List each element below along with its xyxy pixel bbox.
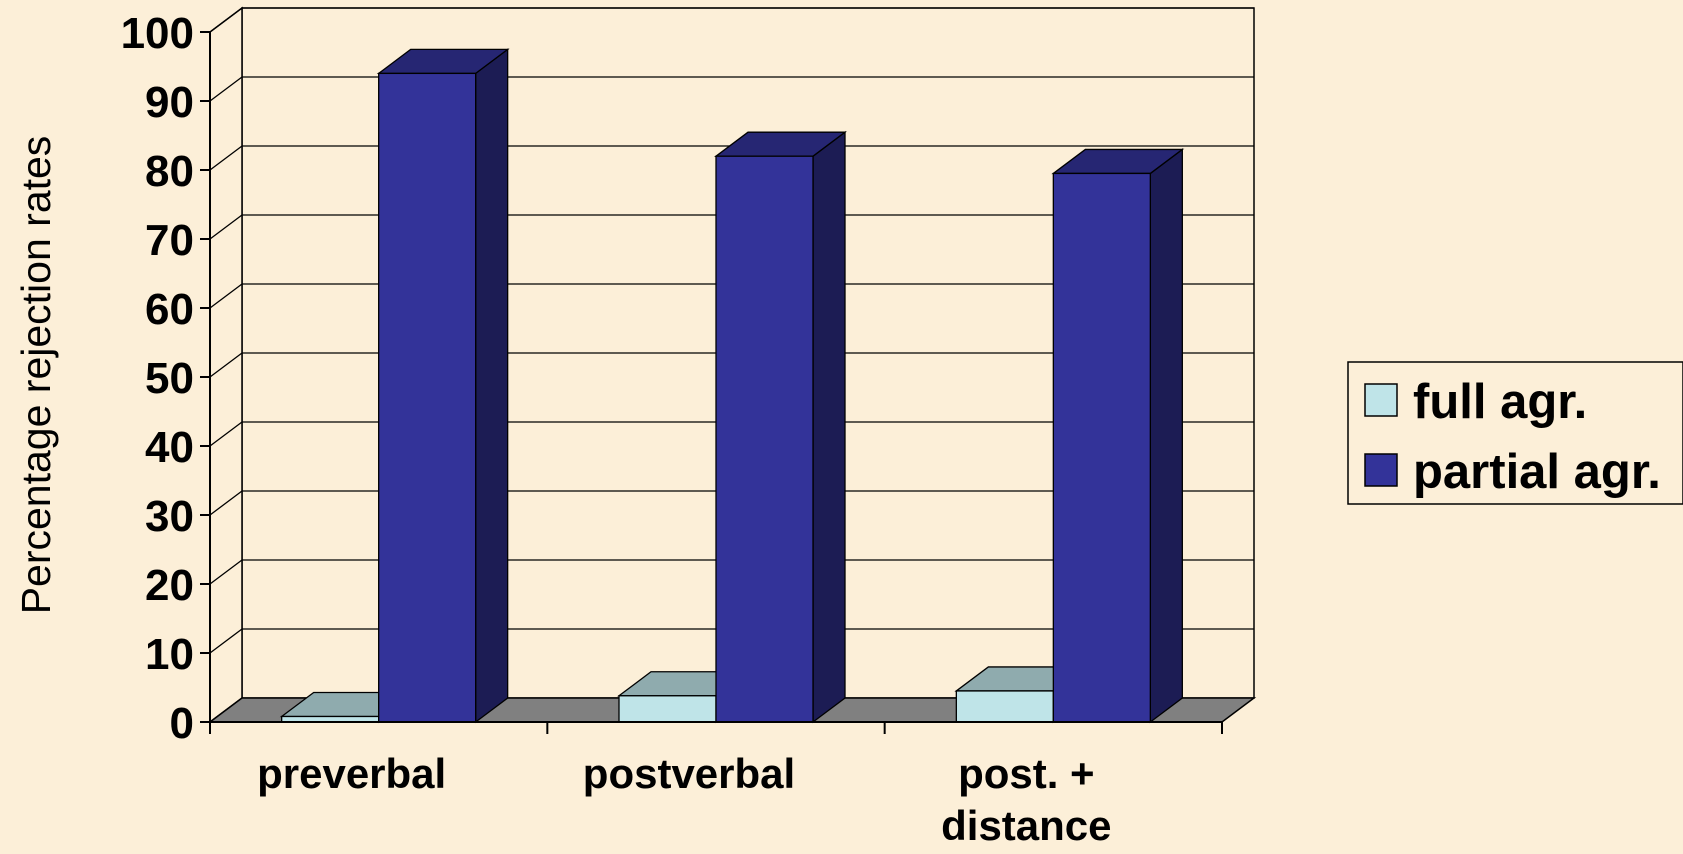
x-tick-label: preverbal — [257, 750, 446, 797]
legend-swatch — [1364, 383, 1398, 417]
y-tick-labels: 0 10 20 30 40 50 60 70 80 90 100 — [121, 9, 194, 748]
x-tick-label-line: distance — [941, 802, 1111, 849]
gridline — [209, 421, 1254, 447]
y-tick-label: 70 — [145, 216, 194, 265]
axes — [200, 31, 1223, 734]
gridline — [209, 628, 1254, 654]
gridline — [209, 352, 1254, 378]
y-tick-label: 100 — [121, 9, 194, 58]
legend: full agr. partial agr. — [1347, 361, 1683, 505]
legend-swatch — [1364, 453, 1398, 487]
y-tick-label: 40 — [145, 423, 194, 472]
legend-label: partial agr. — [1413, 445, 1661, 499]
bar-side — [812, 130, 846, 724]
bar-front — [378, 72, 477, 723]
bar-front — [715, 155, 814, 723]
bars — [279, 48, 1185, 724]
bar-front — [618, 695, 717, 723]
x-tick-label: postverbal — [583, 750, 795, 797]
bar-front — [1052, 172, 1151, 723]
y-tick-label: 10 — [145, 630, 194, 679]
gridline — [209, 214, 1254, 240]
x-tick-label-line: preverbal — [257, 750, 446, 797]
x-tick-labels: preverbal postverbal post. + distance — [257, 750, 1111, 849]
gridline — [209, 490, 1254, 516]
gridline — [209, 283, 1254, 309]
bar-partial-agr-3 — [1051, 148, 1185, 724]
bar-partial-agr-2 — [714, 130, 847, 724]
gridline — [209, 145, 1254, 171]
y-tick-label: 0 — [170, 699, 194, 748]
gridline — [209, 7, 1254, 33]
y-tick-label: 20 — [145, 561, 194, 610]
y-tick-label: 30 — [145, 492, 194, 541]
gridline — [209, 559, 1254, 585]
x-tick-label-line: post. + — [958, 750, 1095, 797]
bar-side — [475, 48, 509, 724]
gridline — [209, 76, 1254, 102]
x-tick-label: post. + distance — [941, 750, 1111, 849]
bar-front — [955, 690, 1054, 723]
y-tick-label: 90 — [145, 78, 194, 127]
legend-box — [1347, 361, 1683, 505]
legend-label: full agr. — [1413, 375, 1587, 429]
x-tick-label-line: postverbal — [583, 750, 795, 797]
y-tick-label: 60 — [145, 285, 194, 334]
gridlines — [209, 7, 1254, 654]
y-tick-label: 80 — [145, 147, 194, 196]
legend-item: full agr. — [1364, 375, 1587, 429]
y-axis-label: Percentage rejection rates — [13, 136, 59, 615]
legend-item: partial agr. — [1364, 445, 1661, 499]
bar-side — [1149, 148, 1183, 724]
bar-partial-agr-1 — [376, 48, 510, 724]
y-tick-label: 50 — [145, 354, 194, 403]
